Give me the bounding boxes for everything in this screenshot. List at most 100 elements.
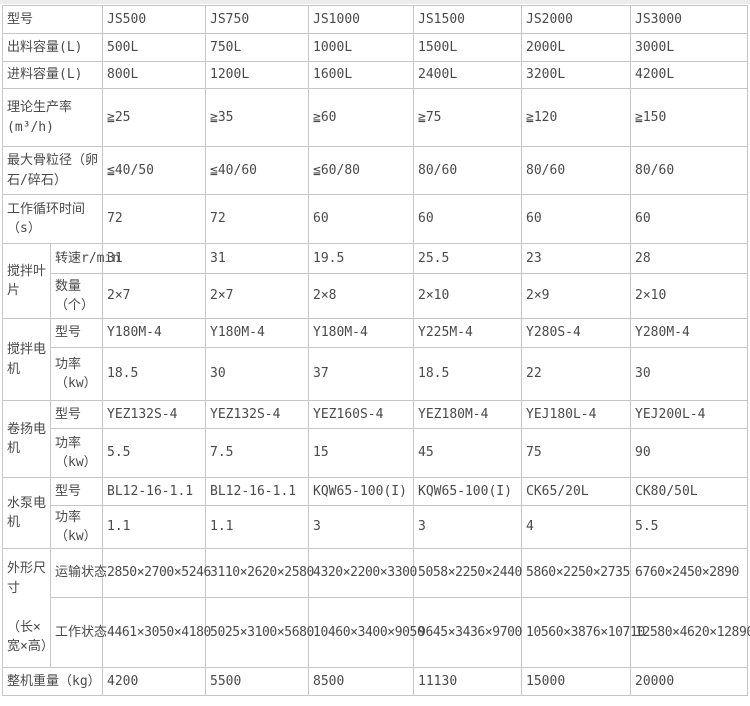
row-label-cycle-time: 工作循环时间 （s） [1,194,104,244]
row-label-model: 型号 [1,5,104,34]
spec-value: 500L [102,33,207,62]
row-model: 型号 JS500 JS750 JS1000 JS1500 JS2000 JS30… [1,5,749,34]
spec-value: 8500 [308,667,415,696]
spec-value: 1.1 [102,505,207,549]
spec-value: 3 [413,505,523,549]
spec-value: 3 [308,505,415,549]
spec-value: 20000 [630,667,749,696]
row-label-hoist-motor-power: 功率 （kw） [49,428,104,478]
group-label-mixing-blade: 搅拌叶片 [2,243,51,319]
group-label-hoist-motor: 卷扬电机 [2,400,51,478]
spec-value: ≧150 [630,88,749,147]
spec-value: ≧25 [102,88,207,147]
spec-value: 5025×3100×5680 [205,597,314,668]
spec-value: YEZ132S-4 [205,400,310,429]
spec-value: Y180M-4 [205,318,310,348]
spec-value: KQW65-100(I) [308,477,415,506]
spec-value: BL12-16-1.1 [102,477,207,506]
spec-value: 4320×2200×3300 [308,548,417,598]
spec-value: 6760×2450×2890 [630,548,749,598]
model-name: JS1500 [413,5,523,34]
row-label-mixing-motor-power: 功率 （kw） [49,347,104,401]
spec-value: 2400L [413,61,523,89]
row-theoretical-productivity: 理论生产率 (m³/h) ≧25 ≧35 ≧60 ≧75 ≧120 ≧150 [1,88,749,147]
row-label-pump-motor-model: 型号 [49,477,104,506]
row-hoist-motor-power: 功率 （kw） 5.5 7.5 15 45 75 90 [3,428,749,478]
spec-value: 2×10 [413,273,523,319]
row-label-feed-capacity: 进料容量(L) [1,61,104,89]
spec-value: ≦40/60 [205,146,310,195]
spec-value: 2×8 [308,273,415,319]
spec-value: KQW65-100(I) [413,477,523,506]
model-name: JS500 [102,5,207,34]
spec-value: Y280S-4 [521,318,632,348]
spec-value: ≧60 [308,88,415,147]
spec-value: CK80/50L [630,477,749,506]
row-discharge-capacity: 出料容量(L) 500L 750L 1000L 1500L 2000L 3000… [1,33,749,62]
spec-value: 1200L [205,61,310,89]
spec-value: 3000L [630,33,749,62]
row-label-blade-quantity: 数量 （个） [49,273,104,319]
spec-value: Y180M-4 [102,318,207,348]
spec-value: 1000L [308,33,415,62]
spec-value: ≧35 [205,88,310,147]
row-label-mixing-motor-model: 型号 [49,318,104,348]
spec-value: 19.5 [308,243,415,274]
spec-value: 30 [630,347,749,401]
spec-value: 1500L [413,33,523,62]
spec-value: YEJ180L-4 [521,400,632,429]
row-max-aggregate-size: 最大骨粒径（卵石/碎石） ≦40/50 ≦40/60 ≦60/80 80/60 … [1,146,749,195]
spec-value: 60 [630,194,749,244]
spec-value: 60 [521,194,632,244]
row-dimensions-transport: 外形尺寸 （长×宽×高） 运输状态 2850×2700×5246 3110×26… [2,548,749,668]
spec-value: 2850×2700×5246 [102,548,211,598]
spec-value: 80/60 [413,146,523,195]
spec-value: 10460×3400×9050 [308,597,425,668]
spec-value: 7.5 [205,428,310,478]
row-label-max-aggregate-size: 最大骨粒径（卵石/碎石） [1,146,104,195]
spec-value: 10560×3876×10710 [521,597,645,668]
spec-value: 80/60 [521,146,632,195]
spec-value: 72 [205,194,310,244]
row-label-theoretical-productivity: 理论生产率 (m³/h) [1,88,104,147]
spec-value: BL12-16-1.1 [205,477,310,506]
spec-value: 4200 [102,667,207,696]
spec-value: 23 [521,243,632,274]
spec-value: 37 [308,347,415,401]
spec-value: 2×9 [521,273,632,319]
group-label-water-pump-motor: 水泵电机 [2,477,51,549]
spec-value: 18.5 [413,347,523,401]
spec-value: ≧75 [413,88,523,147]
spec-value: ≧120 [521,88,632,147]
spec-value: YEZ160S-4 [308,400,415,429]
spec-value: 75 [521,428,632,478]
spec-value: 800L [102,61,207,89]
spec-value: 11130 [413,667,523,696]
spec-value: CK65/20L [521,477,632,506]
spec-value: ≦60/80 [308,146,415,195]
group-label-dimensions: 外形尺寸 （长×宽×高） [2,548,54,668]
spec-value: 2×10 [630,273,749,319]
spec-value: YEJ200L-4 [630,400,749,429]
spec-value: 1.1 [205,505,310,549]
model-name: JS750 [205,5,310,34]
spec-value: 15 [308,428,415,478]
row-cycle-time: 工作循环时间 （s） 72 72 60 60 60 60 [1,194,749,244]
spec-value: Y225M-4 [413,318,523,348]
spec-value: 80/60 [630,146,749,195]
spec-value: Y280M-4 [630,318,749,348]
row-label-working-state: 工作状态 [49,597,107,668]
spec-value: 90 [630,428,749,478]
spec-value: 28 [630,243,749,274]
spec-value: Y180M-4 [308,318,415,348]
spec-value: 2000L [521,33,632,62]
spec-value: 1600L [308,61,415,89]
row-label-transport-state: 运输状态 [49,548,107,598]
row-dimensions-working: 工作状态 4461×3050×4180 5025×3100×5680 10460… [3,597,750,668]
model-name: JS3000 [630,5,749,34]
row-pump-motor-power: 功率 （kw） 1.1 1.1 3 3 4 5.5 [3,505,749,549]
spec-value: ≦40/50 [102,146,207,195]
spec-value: 2×7 [205,273,310,319]
row-label-discharge-capacity: 出料容量(L) [1,33,104,62]
spec-value: 31 [205,243,310,274]
